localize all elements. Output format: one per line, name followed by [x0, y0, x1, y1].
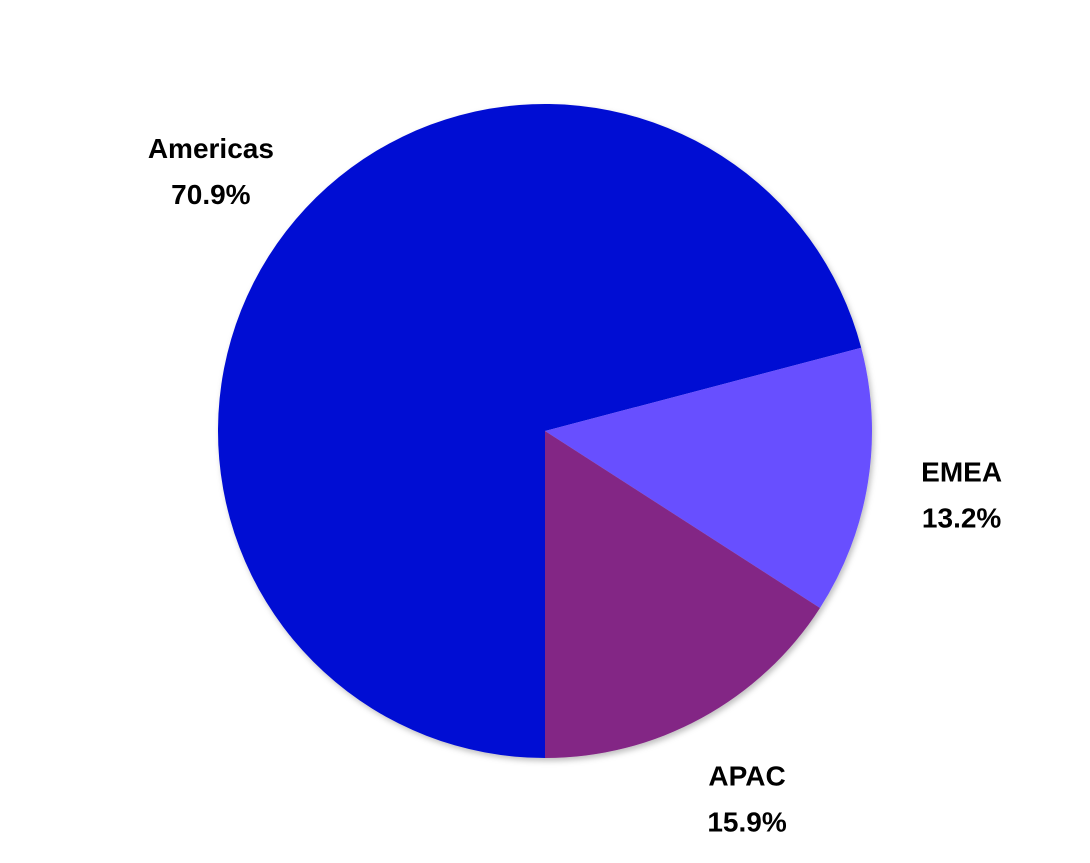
pie: [218, 104, 872, 758]
pie-slice: [545, 431, 820, 758]
slice-value-label: 70.9%: [171, 179, 250, 210]
slice-value-label: 15.9%: [707, 807, 786, 838]
pie-slice: [218, 104, 862, 758]
slice-label: EMEA: [921, 456, 1002, 487]
pie-slice: [545, 347, 872, 608]
slice-label: Americas: [148, 133, 274, 164]
slice-value-label: 13.2%: [922, 502, 1001, 533]
slice-label: APAC: [708, 761, 785, 792]
